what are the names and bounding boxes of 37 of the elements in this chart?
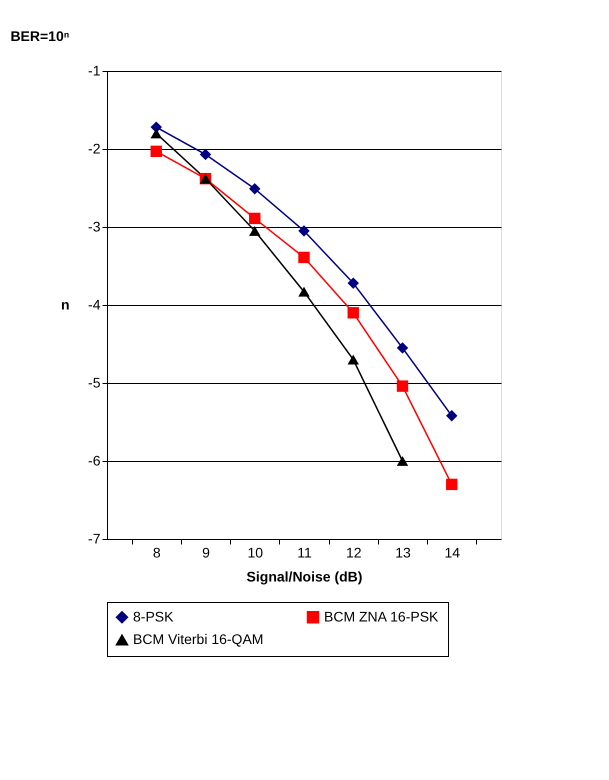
point (249, 183, 260, 194)
point (348, 354, 359, 365)
point (298, 225, 310, 237)
x-tick-label: 9 (202, 544, 210, 560)
y-tick-label: -5 (88, 374, 101, 390)
legend-label: BCM ZNA 16-PSK (324, 608, 440, 624)
chart-title: BER=10ⁿ (10, 28, 70, 44)
legend-label: BCM Viterbi 16-QAM (133, 631, 264, 647)
point (249, 226, 260, 236)
y-axis-title: n (60, 296, 70, 312)
point (348, 277, 359, 289)
y-tick-label: -6 (88, 452, 101, 468)
x-tick-label: 11 (297, 544, 312, 560)
point (150, 146, 162, 158)
point (396, 456, 408, 466)
point (249, 212, 260, 224)
point (298, 286, 310, 297)
point (396, 342, 408, 354)
point (446, 410, 458, 422)
y-tick-label: -3 (88, 218, 101, 234)
x-tick-label: 13 (395, 544, 411, 560)
point (396, 380, 408, 392)
point (150, 128, 162, 138)
y-tick-label: -1 (88, 62, 101, 78)
point (298, 252, 310, 264)
legend-label: 8-PSK (133, 608, 174, 624)
point (348, 307, 359, 318)
x-tick-label: 12 (346, 544, 362, 560)
x-axis-title: Signal/Noise (dB) (246, 568, 362, 584)
x-tick-label: 14 (444, 544, 460, 560)
x-tick-label: 10 (247, 544, 264, 560)
y-tick-label: -2 (88, 140, 101, 156)
y-tick-label: -7 (88, 530, 101, 546)
point (446, 478, 458, 490)
point (200, 148, 212, 160)
x-tick-label: 8 (152, 544, 161, 560)
y-tick-label: -4 (88, 296, 101, 312)
